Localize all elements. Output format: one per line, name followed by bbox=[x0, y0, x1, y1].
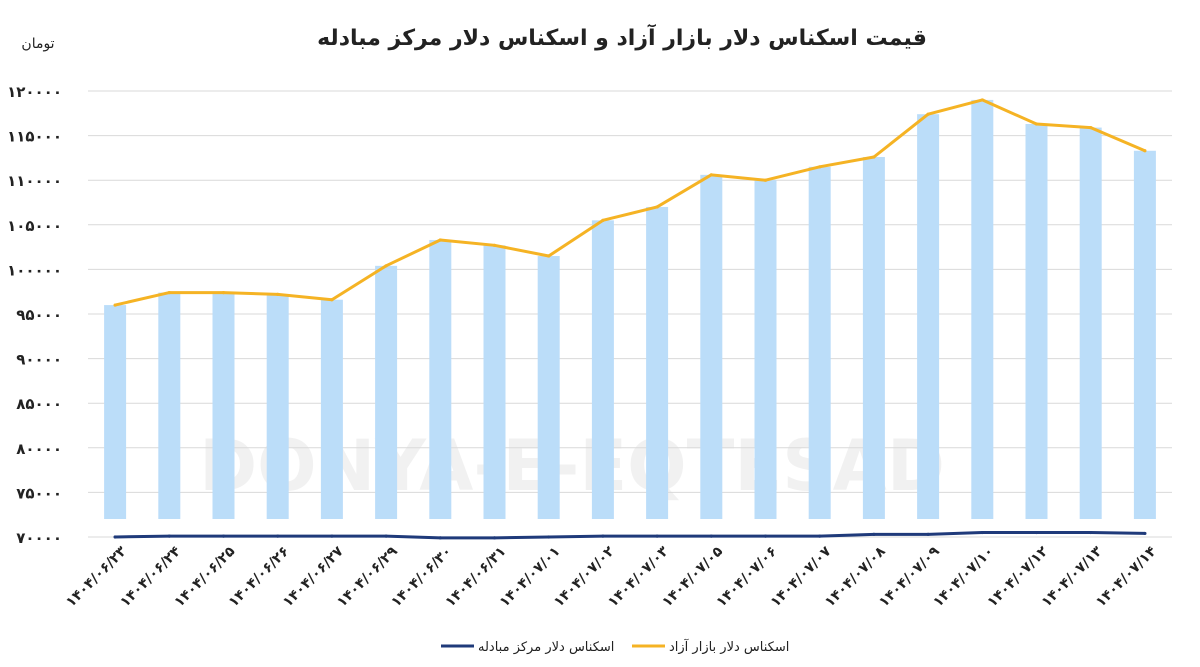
series-point bbox=[221, 534, 226, 538]
bar bbox=[646, 206, 669, 519]
series-point bbox=[709, 173, 713, 177]
series-point bbox=[492, 243, 497, 247]
series-point bbox=[763, 178, 768, 182]
series-point bbox=[709, 534, 713, 538]
series-point bbox=[492, 536, 497, 540]
legend-label-central: اسکناس دلار مرکز مبادله bbox=[478, 640, 614, 655]
series-point bbox=[547, 535, 551, 539]
series-point bbox=[655, 205, 659, 209]
series-point bbox=[221, 290, 226, 295]
bar bbox=[320, 299, 343, 519]
series-point bbox=[601, 534, 605, 538]
bar bbox=[375, 265, 398, 519]
bars bbox=[104, 99, 1156, 520]
bar bbox=[212, 292, 235, 519]
bar bbox=[266, 294, 289, 519]
series-point bbox=[438, 238, 442, 242]
y-axis-unit: تومان bbox=[21, 36, 54, 52]
series-point bbox=[872, 155, 876, 159]
y-tick-label: ۱۲۰۰۰۰ bbox=[7, 83, 62, 101]
series-point bbox=[1143, 531, 1147, 536]
bar bbox=[862, 157, 885, 519]
series-point bbox=[1034, 122, 1039, 126]
series-point bbox=[818, 534, 822, 538]
bar bbox=[971, 99, 994, 520]
series-point bbox=[167, 534, 171, 538]
series-point bbox=[980, 98, 984, 102]
watermark: DONYA-E-EQTESAD bbox=[199, 425, 945, 507]
y-tick-label: ۷۰۰۰۰ bbox=[16, 529, 62, 547]
series-point bbox=[601, 218, 605, 222]
bar bbox=[917, 114, 940, 519]
bar bbox=[1079, 127, 1102, 520]
bar bbox=[537, 256, 560, 519]
series-point bbox=[438, 536, 442, 540]
legend: اسکناس دلار مرکز مبادله اسکناس دلار بازا… bbox=[441, 638, 789, 655]
x-axis-ticks: ۱۴۰۴/۰۶/۲۳۱۴۰۴/۰۶/۲۴۱۴۰۴/۰۶/۲۵۱۴۰۴/۰۶/۲۶… bbox=[63, 543, 1160, 610]
series-point bbox=[276, 534, 280, 538]
bar bbox=[591, 220, 614, 519]
series-point bbox=[330, 298, 334, 302]
y-tick-label: ۱۱۵۰۰۰ bbox=[7, 128, 62, 146]
bar bbox=[808, 166, 831, 519]
series-point bbox=[276, 292, 280, 296]
series-point bbox=[384, 264, 388, 268]
series-point bbox=[547, 254, 551, 258]
series-point bbox=[763, 534, 768, 538]
series-point bbox=[1034, 530, 1039, 535]
series-point bbox=[384, 534, 388, 538]
bar bbox=[429, 239, 452, 520]
y-tick-label: ۱۱۰۰۰۰ bbox=[7, 172, 62, 190]
bar bbox=[1133, 150, 1156, 519]
legend-label-free-market: اسکناس دلار بازار آزاد bbox=[669, 638, 789, 655]
series-point bbox=[113, 535, 117, 539]
y-tick-label: ۸۵۰۰۰ bbox=[16, 395, 62, 413]
series-point bbox=[113, 303, 117, 307]
chart-title: قیمت اسکناس دلار بازار آزاد و اسکناس دلا… bbox=[317, 23, 927, 51]
series-point bbox=[980, 530, 984, 535]
y-tick-label: ۷۵۰۰۰ bbox=[16, 484, 62, 502]
series-point bbox=[818, 165, 822, 169]
y-tick-label: ۱۰۵۰۰۰ bbox=[7, 217, 62, 235]
y-axis-ticks: ۱۲۰۰۰۰ ۱۱۵۰۰۰ ۱۱۰۰۰۰ ۱۰۵۰۰۰ ۱۰۰۰۰۰ ۹۵۰۰۰ ۹۰۰۰۰… bbox=[7, 83, 62, 547]
bar bbox=[158, 292, 181, 519]
series-line bbox=[115, 531, 1145, 540]
y-tick-label: ۱۰۰۰۰۰ bbox=[7, 261, 62, 279]
bar bbox=[483, 245, 506, 520]
series-point bbox=[1089, 125, 1093, 130]
bar bbox=[104, 305, 127, 519]
series-point bbox=[1143, 149, 1147, 153]
series-point bbox=[872, 532, 876, 536]
series-point bbox=[926, 532, 930, 536]
series-point bbox=[167, 290, 171, 295]
y-tick-label: ۸۰۰۰۰ bbox=[16, 440, 62, 458]
y-tick-label: ۹۵۰۰۰ bbox=[16, 306, 62, 324]
bar bbox=[1025, 124, 1048, 519]
series-lines bbox=[113, 98, 1147, 540]
series-point bbox=[1089, 530, 1093, 535]
series-point bbox=[330, 534, 334, 538]
bar bbox=[754, 180, 777, 519]
bar bbox=[700, 174, 723, 519]
series-point bbox=[655, 534, 659, 538]
y-tick-label: ۹۰۰۰۰ bbox=[16, 351, 62, 369]
series-point bbox=[926, 112, 930, 116]
series-line bbox=[114, 98, 1146, 307]
